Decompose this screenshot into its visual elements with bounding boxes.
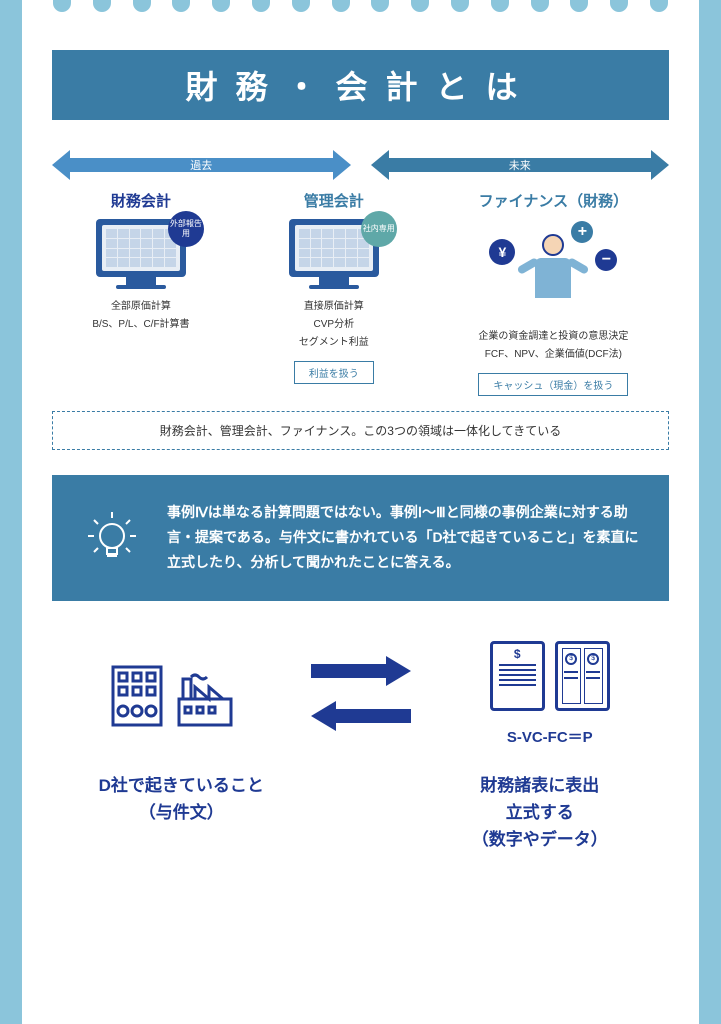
finance-title: ファイナンス（財務）: [438, 190, 669, 211]
right-label: 財務諸表に表出 立式する （数字やデータ）: [411, 772, 670, 854]
factory-icon: [175, 669, 235, 729]
management-accounting-col: 管理会計 社内専用 直接原価計算 CVP分析 セグメント利益 利益を扱う: [245, 190, 423, 396]
cash-tag: キャッシュ（現金）を扱う: [478, 373, 628, 396]
documents-side: $ $ $ S-VC-FC＝P: [431, 641, 670, 747]
monitor-icon: 社内専用: [289, 219, 379, 289]
integration-note: 財務会計、管理会計、ファイナンス。この3つの領域は一体化してきている: [52, 411, 669, 450]
internal-badge: 社内専用: [361, 211, 397, 247]
left-label: D社で起きていること （与件文）: [52, 772, 311, 854]
arrow-left-icon: [311, 701, 411, 731]
finance-col: ファイナンス（財務） ¥ + − 企業の資金調達と投資の意思決定 FCF、NPV…: [438, 190, 669, 396]
spreadsheet-icon: $: [490, 641, 545, 711]
future-arrow: 未来: [371, 150, 670, 180]
monitor-icon: 外部報告用: [96, 219, 186, 289]
spiral-binding: [22, 0, 699, 20]
yen-icon: ¥: [489, 239, 515, 265]
company-side: [52, 659, 291, 729]
page: 財務・会計とは 過去 未来 財務会計 外部報告用 全部原価計算 B/S、P/L、…: [22, 0, 699, 1024]
management-title: 管理会計: [245, 190, 423, 211]
three-columns: 財務会計 外部報告用 全部原価計算 B/S、P/L、C/F計算書 管理会計 社内…: [52, 190, 669, 396]
past-label: 過去: [70, 158, 333, 172]
office-building-icon: [107, 659, 167, 729]
arrow-right-icon: [311, 656, 411, 686]
ledger-icon: $ $: [555, 641, 610, 711]
lightbulb-icon: [82, 508, 142, 568]
timeline-arrows: 過去 未来: [52, 150, 669, 180]
minus-icon: −: [595, 249, 617, 271]
financial-accounting-col: 財務会計 外部報告用 全部原価計算 B/S、P/L、C/F計算書: [52, 190, 230, 396]
hint-box: 事例Ⅳは単なる計算問題ではない。事例Ⅰ～Ⅲと同様の事例企業に対する助言・提案であ…: [52, 475, 669, 601]
page-title: 財務・会計とは: [185, 69, 535, 105]
title-banner: 財務・会計とは: [52, 50, 669, 120]
bidirectional-arrows: [311, 656, 411, 731]
future-label: 未来: [389, 158, 652, 172]
financial-title: 財務会計: [52, 190, 230, 211]
finance-person-icon: ¥ + −: [483, 219, 623, 319]
financial-desc: 全部原価計算 B/S、P/L、C/F計算書: [52, 299, 230, 333]
external-badge: 外部報告用: [168, 211, 204, 247]
profit-tag: 利益を扱う: [294, 361, 374, 384]
formula-text: S-VC-FC＝P: [431, 726, 670, 747]
hint-text: 事例Ⅳは単なる計算問題ではない。事例Ⅰ～Ⅲと同様の事例企業に対する助言・提案であ…: [167, 500, 639, 576]
bottom-labels: D社で起きていること （与件文） 財務諸表に表出 立式する （数字やデータ）: [52, 772, 669, 854]
bottom-diagram: $ $ $ S-VC-FC＝P: [52, 641, 669, 747]
past-arrow: 過去: [52, 150, 351, 180]
management-desc: 直接原価計算 CVP分析 セグメント利益: [245, 299, 423, 351]
finance-desc: 企業の資金調達と投資の意思決定 FCF、NPV、企業価値(DCF法): [438, 329, 669, 363]
